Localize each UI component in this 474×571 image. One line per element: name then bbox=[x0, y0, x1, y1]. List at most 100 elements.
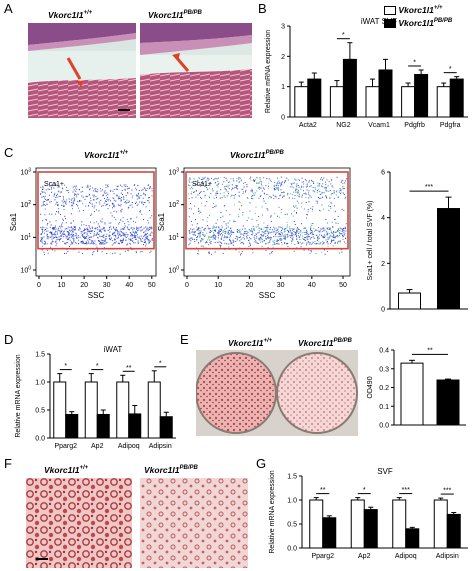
flow-event bbox=[191, 237, 193, 239]
flow-event bbox=[214, 178, 216, 179]
flow-event bbox=[119, 233, 121, 235]
flow-event bbox=[306, 244, 307, 246]
flow-event bbox=[87, 186, 89, 188]
flow-event bbox=[342, 188, 344, 190]
flow-event bbox=[61, 223, 63, 225]
flow-event bbox=[296, 207, 298, 209]
flow-event bbox=[220, 229, 222, 231]
flow-event bbox=[220, 230, 221, 232]
flow-event bbox=[210, 231, 211, 233]
flow-event bbox=[148, 228, 150, 230]
flow-event bbox=[64, 234, 66, 236]
flow-event bbox=[252, 252, 254, 254]
x-tick-label: NG2 bbox=[336, 122, 351, 129]
flow-event bbox=[309, 195, 311, 197]
x-tick-label: 0 bbox=[37, 282, 41, 289]
flow-event bbox=[86, 185, 88, 187]
gate-label: Sca1+ bbox=[44, 181, 64, 188]
flow-event bbox=[102, 205, 104, 207]
flow-event bbox=[73, 197, 75, 199]
flow-event bbox=[79, 227, 80, 229]
flow-event bbox=[201, 202, 202, 204]
flow-event bbox=[58, 191, 60, 193]
flow-event bbox=[217, 193, 219, 194]
flow-event bbox=[332, 226, 334, 228]
flow-event bbox=[106, 200, 107, 202]
flow-event bbox=[219, 244, 221, 246]
flow-event bbox=[229, 236, 231, 238]
flow-event bbox=[55, 237, 57, 238]
flow-event bbox=[124, 188, 126, 190]
flow-event bbox=[129, 242, 131, 244]
flow-event bbox=[331, 180, 332, 182]
flow-event bbox=[196, 237, 198, 238]
flow-event bbox=[112, 190, 114, 192]
flow-event bbox=[255, 233, 257, 235]
flow-event bbox=[333, 232, 334, 234]
flow-event bbox=[55, 240, 57, 242]
flow-event bbox=[147, 230, 149, 231]
flow-event bbox=[310, 196, 312, 198]
flow-event bbox=[298, 202, 300, 204]
flow-event bbox=[92, 252, 94, 254]
flow-event bbox=[237, 231, 239, 233]
flow-event bbox=[85, 205, 87, 207]
flow-event bbox=[287, 194, 289, 196]
flow-event bbox=[105, 235, 107, 237]
flow-event bbox=[103, 195, 104, 197]
flow-event bbox=[273, 226, 275, 228]
flow-event bbox=[140, 195, 142, 197]
flow-event bbox=[218, 231, 220, 233]
flow-event bbox=[246, 233, 248, 234]
flow-event bbox=[204, 229, 206, 231]
flow-event bbox=[259, 181, 261, 183]
flow-event bbox=[95, 228, 97, 230]
flow-event bbox=[53, 227, 55, 229]
flow-event bbox=[210, 237, 212, 238]
flow-event bbox=[324, 229, 326, 231]
flow-event bbox=[90, 197, 92, 199]
flow-event bbox=[82, 241, 84, 243]
flow-event bbox=[272, 244, 274, 246]
flow-event bbox=[96, 209, 98, 211]
flow-event bbox=[46, 203, 48, 205]
flow-event bbox=[95, 244, 97, 246]
flow-event bbox=[221, 225, 223, 227]
flow-event bbox=[296, 212, 297, 214]
flow-event bbox=[336, 230, 338, 232]
flow-event bbox=[55, 230, 57, 232]
flow-event bbox=[231, 189, 233, 191]
flow-event bbox=[291, 228, 293, 230]
flow-event bbox=[333, 192, 335, 194]
flow-event bbox=[91, 231, 93, 233]
flow-event bbox=[72, 191, 74, 193]
bar bbox=[363, 509, 378, 549]
flow-event bbox=[40, 213, 42, 215]
flow-event bbox=[123, 232, 125, 234]
flow-event bbox=[259, 188, 260, 190]
flow-event bbox=[226, 179, 228, 181]
flow-event bbox=[147, 236, 149, 238]
flow-event bbox=[285, 235, 286, 237]
flow-event bbox=[341, 251, 343, 253]
flow-event bbox=[104, 243, 106, 245]
flow-event bbox=[217, 180, 219, 182]
flow-event bbox=[262, 187, 264, 189]
flow-event bbox=[45, 189, 47, 191]
flow-event bbox=[198, 213, 200, 215]
flow-event bbox=[102, 241, 104, 243]
flow-event bbox=[141, 226, 142, 228]
flow-event bbox=[276, 187, 278, 189]
flow-event bbox=[216, 178, 218, 180]
flow-event bbox=[111, 202, 113, 204]
flow-event bbox=[134, 233, 135, 235]
flow-event bbox=[149, 229, 151, 231]
flow-event bbox=[89, 236, 91, 238]
flow-event bbox=[344, 226, 346, 228]
flow-event bbox=[258, 230, 260, 232]
bar bbox=[350, 499, 365, 549]
flow-event bbox=[209, 242, 211, 243]
flow-event bbox=[122, 239, 124, 241]
flow-event bbox=[256, 236, 258, 238]
flow-event bbox=[328, 181, 330, 183]
